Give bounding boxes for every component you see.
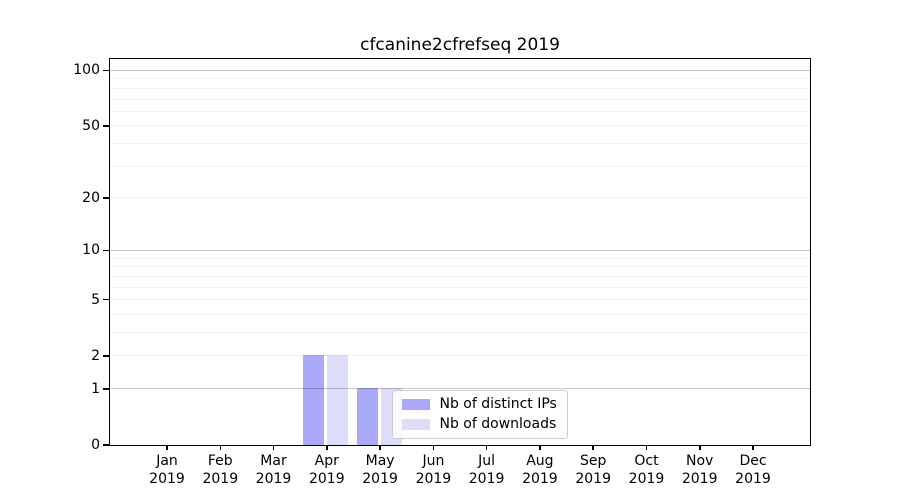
gridline-minor [109,266,810,268]
x-tick-mark [432,444,435,450]
y-tick-label: 10 [82,242,100,259]
gridline-minor [109,313,810,315]
gridline-major [109,249,810,251]
y-tick-label: 1 [91,380,100,397]
legend-swatch-distinct-ips [401,398,430,410]
y-tick-label: 20 [82,189,100,206]
gridline-minor [109,355,810,357]
x-tick-year: 2019 [575,471,611,487]
x-tick-year: 2019 [308,471,345,487]
x-tick-label-oct: Oct 2019 [615,452,679,488]
gridline-major [109,388,810,390]
x-tick-month: May [365,453,395,469]
x-tick-year: 2019 [628,471,665,487]
x-tick-month: Apr [314,453,339,469]
x-tick-mark [219,444,221,450]
y-tick-label: 50 [82,117,100,134]
legend-label-distinct-ips: Nb of distinct IPs [439,395,557,412]
y-tick-mark [103,444,109,446]
x-tick-label-mar: Mar 2019 [242,452,306,488]
gridline-minor [109,143,810,144]
x-tick-month: Nov [686,453,714,469]
y-tick-mark [103,298,109,301]
x-tick-mark [485,444,488,450]
gridline-minor [109,286,810,288]
x-tick-month: Jan [156,453,178,469]
x-tick-year: 2019 [202,471,239,487]
y-tick-mark [103,69,109,72]
legend-item-downloads: Nb of downloads [401,415,557,432]
chart-title: cfcanine2cfrefseq 2019 [360,35,560,55]
legend-item-distinct-ips: Nb of distinct IPs [401,395,557,412]
x-tick-label-nov: Nov 2019 [668,452,732,488]
x-tick-mark [379,444,381,450]
x-tick-year: 2019 [522,471,558,487]
x-tick-label-may: May 2019 [348,452,412,488]
y-tick-mark [103,355,109,357]
y-tick-label: 100 [73,62,100,79]
gridline-minor [109,197,810,199]
bar-downloads-apr [327,355,349,445]
x-tick-mark [326,444,328,450]
gridline-minor [109,125,810,127]
y-tick-mark [103,388,109,390]
bar-distinct-ips-apr [303,355,325,445]
legend: Nb of distinct IPs Nb of downloads [391,389,568,439]
gridline-minor [109,87,810,89]
x-tick-label-apr: Apr 2019 [295,452,359,488]
gridline-major [109,69,810,71]
x-tick-mark [752,444,754,450]
x-tick-year: 2019 [362,471,398,487]
x-tick-label-jul: Jul 2019 [455,452,519,488]
gridline-minor [109,98,810,100]
x-tick-label-aug: Aug 2019 [508,452,572,488]
x-tick-label-jun: Jun 2019 [401,452,465,488]
x-tick-mark [592,444,594,450]
x-tick-year: 2019 [415,471,452,487]
x-tick-year: 2019 [255,471,292,487]
x-tick-label-feb: Feb 2019 [188,452,252,488]
y-tick-label: 0 [91,437,100,453]
gridline-minor [109,78,810,80]
x-tick-year: 2019 [468,471,505,487]
x-tick-month: Sep [579,453,607,469]
x-tick-year: 2019 [735,471,771,487]
x-tick-label-sep: Sep 2019 [561,452,625,488]
x-tick-mark [699,444,701,450]
x-tick-mark [166,444,168,450]
gridline-minor [109,110,810,112]
legend-label-downloads: Nb of downloads [439,415,557,432]
x-tick-mark [539,444,541,450]
gridline-minor [109,332,810,333]
y-tick-label: 5 [91,291,100,308]
x-tick-month: Jul [478,453,496,469]
y-tick-mark [103,197,109,199]
x-tick-month: Dec [739,453,767,469]
gridline-minor [109,275,810,277]
y-tick-mark [103,125,109,127]
x-tick-month: Feb [207,453,233,469]
x-tick-month: Mar [260,453,287,469]
x-tick-month: Jun [422,453,445,469]
x-tick-month: Oct [634,453,659,469]
plot-area: Nb of distinct IPs Nb of downloads [108,57,811,446]
x-tick-label-jan: Jan 2019 [135,452,199,488]
legend-swatch-downloads [401,418,430,430]
x-tick-year: 2019 [149,471,185,487]
gridline-minor [109,165,810,167]
x-tick-mark [645,444,648,450]
x-tick-label-dec: Dec 2019 [721,452,785,488]
x-tick-mark [272,444,275,450]
bar-distinct-ips-may [356,388,378,445]
x-tick-month: Aug [526,453,554,469]
x-tick-year: 2019 [681,471,718,487]
gridline-minor [109,257,810,259]
gridline-minor [109,299,810,300]
y-tick-mark [103,249,109,252]
y-tick-label: 2 [91,347,100,364]
